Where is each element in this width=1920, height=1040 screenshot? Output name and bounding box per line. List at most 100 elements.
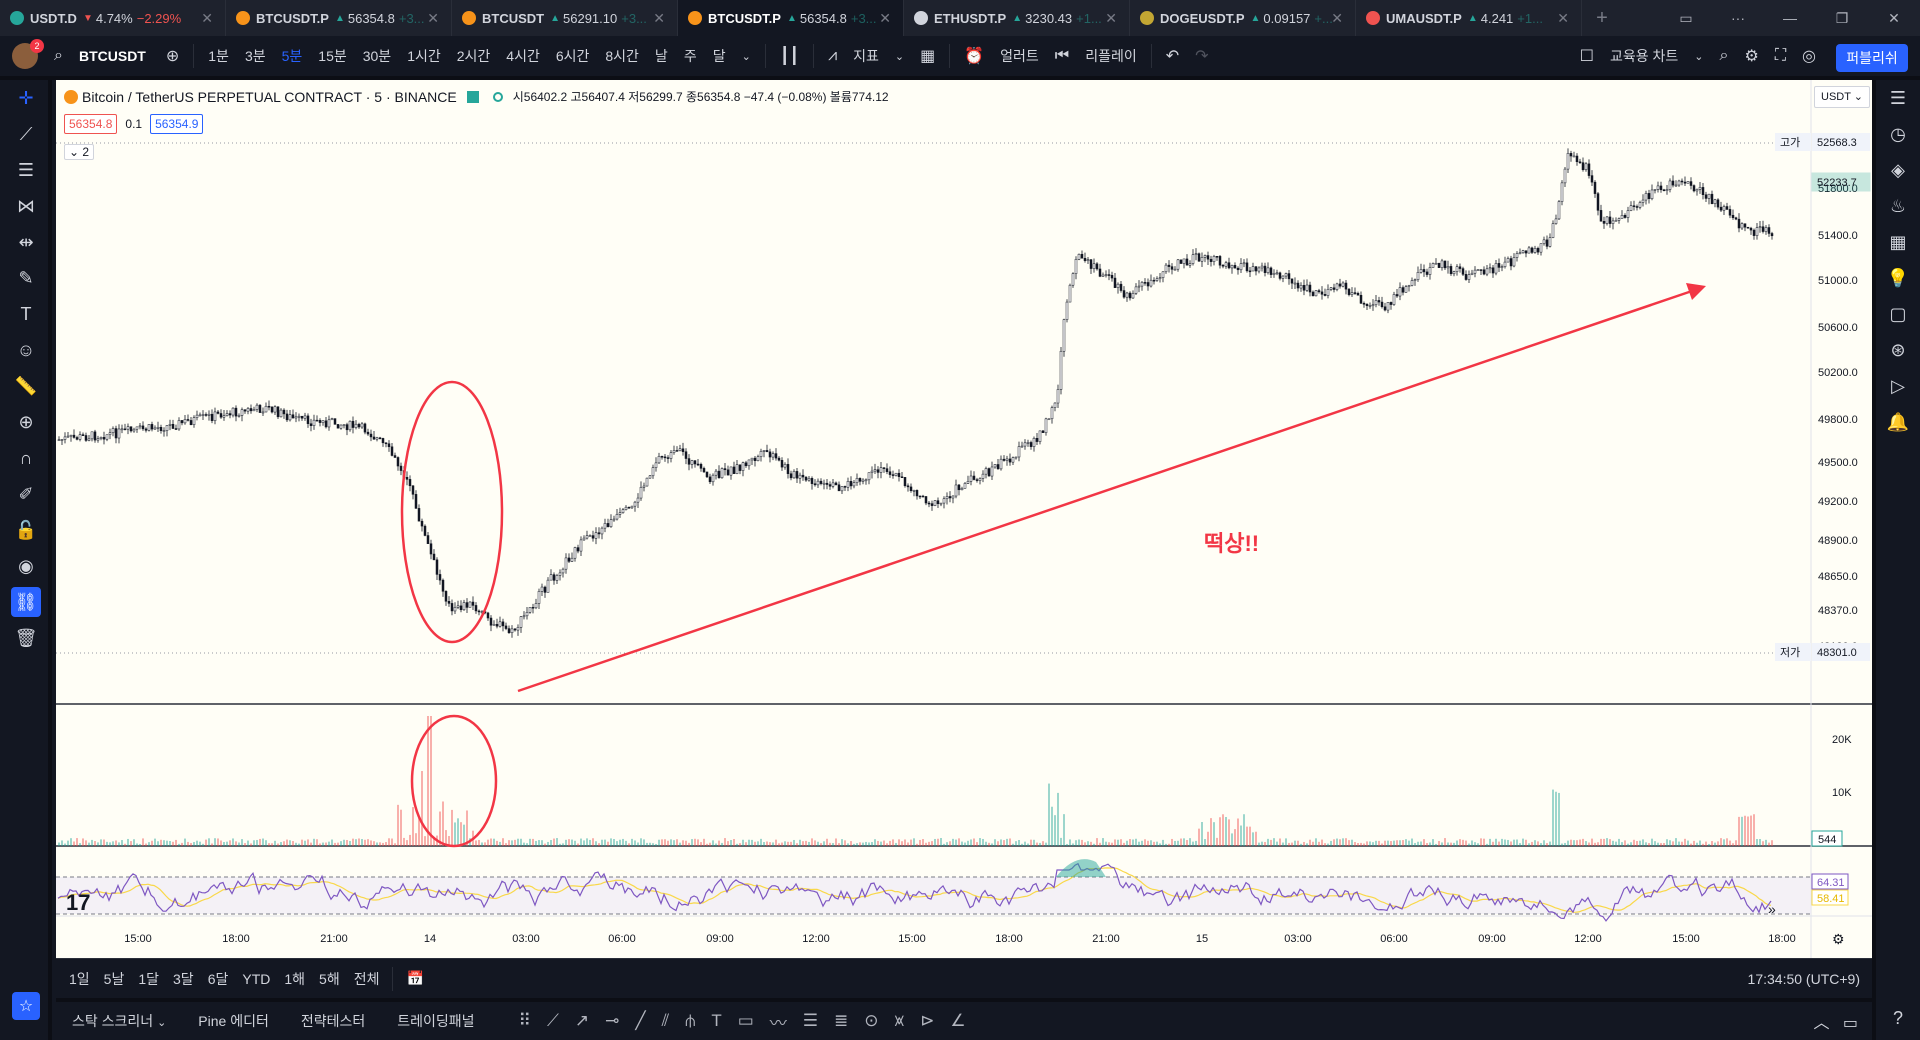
publish-button[interactable]: 퍼블리쉬 <box>1836 44 1908 72</box>
tab-dogeusdt-p[interactable]: DOGEUSDT.P ▲ 0.09157 +... ✕ <box>1130 0 1356 36</box>
range-6m[interactable]: 6달 <box>207 970 229 987</box>
compare-add-icon[interactable]: ⊕ <box>165 48 180 65</box>
alerts-clock-icon[interactable]: ◷ <box>1890 123 1906 144</box>
interval-month[interactable]: 달 <box>712 48 726 64</box>
settings-icon[interactable]: ⚙ <box>1744 48 1759 65</box>
favorites-star-icon[interactable]: ☆ <box>12 992 40 1020</box>
range-3m[interactable]: 3달 <box>173 970 194 987</box>
tab-btcusdt[interactable]: BTCUSDT ▲ 56291.10 +3... ✕ <box>452 0 678 36</box>
emoji-tool[interactable]: ☺ <box>0 332 52 368</box>
calendar-goto-icon[interactable]: 📅 <box>406 970 424 986</box>
replay-button[interactable]: 리플레이 <box>1085 48 1137 64</box>
close-icon[interactable]: ✕ <box>1557 9 1569 26</box>
interval-30m[interactable]: 30분 <box>362 48 392 64</box>
calendar-icon[interactable]: ▦ <box>1889 231 1907 252</box>
annotation-ellipse-volume[interactable] <box>410 714 498 848</box>
annotation-arrow[interactable] <box>517 289 1693 693</box>
undo-icon[interactable]: ↶ <box>1165 48 1180 65</box>
layout-name[interactable]: 교육용 차트 <box>1610 48 1679 64</box>
alert-icon[interactable]: ⏰ <box>964 48 985 65</box>
screen-icon[interactable]: ▭ <box>1679 9 1693 26</box>
fib-extension-fav-icon[interactable]: ≣ <box>834 1011 849 1030</box>
zoom-tool[interactable]: ⊕ <box>0 404 52 440</box>
tab-btcusdt-p-active[interactable]: BTCUSDT.P ▲ 56354.8 +3... ✕ <box>678 0 904 36</box>
chevron-down-icon[interactable]: ⌄ <box>1694 50 1704 63</box>
more-icon[interactable]: ··· <box>1731 10 1745 26</box>
hotlist-icon[interactable]: ♨ <box>1889 195 1907 216</box>
interval-1h[interactable]: 1시간 <box>407 48 441 64</box>
minimize-icon[interactable]: — <box>1783 10 1797 26</box>
range-5y[interactable]: 5해 <box>319 970 340 987</box>
maximize-panel-icon[interactable]: ▭ <box>1842 1015 1858 1032</box>
templates-icon[interactable]: ▦ <box>920 48 936 65</box>
time-axis[interactable]: 15:00 18:00 21:00 14 03:00 06:00 09:00 12:00 15:… <box>124 933 1796 945</box>
close-icon[interactable]: ✕ <box>1331 9 1343 26</box>
annotation-text[interactable]: 떡상!! <box>1204 531 1260 556</box>
clock[interactable]: 17:34:50 (UTC+9) <box>1747 970 1860 987</box>
close-icon[interactable]: ✕ <box>1105 9 1117 26</box>
text-tool[interactable]: T <box>0 296 52 332</box>
camera-icon[interactable]: ◎ <box>1802 48 1816 65</box>
candle-type-icon[interactable]: ┃┃ <box>779 48 800 65</box>
price-axis[interactable]: 52800.052200.051800.051400.051000.050600… <box>1818 91 1858 653</box>
playback-icon[interactable]: ▷ <box>1891 375 1905 396</box>
interval-5m[interactable]: 5분 <box>281 48 303 64</box>
interval-2h[interactable]: 2시간 <box>456 48 491 64</box>
interval-15m[interactable]: 15분 <box>318 48 347 64</box>
close-icon[interactable]: ✕ <box>653 9 665 26</box>
close-window-icon[interactable]: ✕ <box>1888 9 1900 26</box>
range-1y[interactable]: 1해 <box>284 970 306 987</box>
fib-retracement-fav-icon[interactable]: ☰ <box>802 1011 819 1030</box>
help-icon[interactable]: ? <box>1892 1007 1903 1028</box>
chevron-down-icon[interactable]: ⌄ <box>741 50 751 63</box>
interval-8h[interactable]: 8시간 <box>605 48 639 64</box>
indicator-collapse-button[interactable]: ⌄ 2 <box>64 144 95 160</box>
redo-icon[interactable]: ↷ <box>1195 48 1209 65</box>
interval-6h[interactable]: 6시간 <box>555 48 590 64</box>
measure-tool[interactable]: 📏 <box>0 368 52 404</box>
indicators-icon[interactable]: ⩘ <box>828 47 838 64</box>
interval-1m[interactable]: 1분 <box>208 48 229 64</box>
parallel-channel-fav-icon[interactable]: ⫽ <box>661 1011 670 1030</box>
pitchfork-fav-icon[interactable]: ⫛ <box>685 1011 696 1030</box>
streams-icon[interactable]: ⊛ <box>1890 339 1906 360</box>
brush-tool[interactable]: ✎ <box>0 260 52 296</box>
axis-settings-icon[interactable]: ⚙ <box>1832 931 1845 947</box>
trendline-tool[interactable]: ⟋ <box>0 116 52 152</box>
close-icon[interactable]: ✕ <box>201 9 213 26</box>
path-fav-icon[interactable]: 〰 <box>769 1013 787 1033</box>
fib-tool[interactable]: ☰ <box>0 152 52 188</box>
avatar[interactable]: 2 <box>12 39 44 69</box>
fullscreen-icon[interactable]: ⛶ <box>1774 47 1787 64</box>
projection-fav-icon[interactable]: ⊳ <box>920 1011 935 1030</box>
tab-usdt-d[interactable]: USDT.D ▼ 4.74% −2.29% ✕ <box>0 0 226 36</box>
maximize-icon[interactable]: ❐ <box>1835 9 1849 26</box>
layers-icon[interactable]: ◈ <box>1891 159 1905 180</box>
drag-handle-icon[interactable]: ⠿ <box>518 1011 531 1030</box>
hide-tool[interactable]: ◉ <box>0 548 52 584</box>
chart-pane[interactable]: 52800.052200.051800.051400.051000.050600… <box>56 80 1872 958</box>
range-5d[interactable]: 5날 <box>103 970 125 987</box>
extended-line-fav-icon[interactable]: ╱ <box>635 1011 646 1030</box>
alert-button[interactable]: 얼러트 <box>1000 48 1039 64</box>
sell-button[interactable]: 56354.8 <box>64 114 118 134</box>
chart-canvas[interactable]: 52800.052200.051800.051400.051000.050600… <box>56 80 1872 958</box>
scroll-right-icon[interactable]: » <box>1768 901 1776 917</box>
layout-checkbox-icon[interactable]: ☐ <box>1579 48 1594 65</box>
horizontal-ray-fav-icon[interactable]: ⊸ <box>605 1011 620 1030</box>
annotation-ellipse-price[interactable] <box>400 380 504 644</box>
notifications-bell-icon[interactable]: 🔔 <box>1886 411 1910 432</box>
chevron-up-icon[interactable]: ︿ <box>1813 1015 1830 1032</box>
ideas-icon[interactable]: 💡 <box>1886 267 1910 288</box>
tab-umausdt-p[interactable]: UMAUSDT.P ▲ 4.241 +1... ✕ <box>1356 0 1582 36</box>
interval-week[interactable]: 주 <box>683 48 697 64</box>
ray-fav-icon[interactable]: ↗ <box>574 1011 590 1030</box>
range-ytd[interactable]: YTD <box>242 970 271 987</box>
buy-button[interactable]: 56354.9 <box>150 114 204 134</box>
lock-tool[interactable]: 🔓 <box>0 512 52 548</box>
interval-3m[interactable]: 3분 <box>244 48 266 64</box>
range-1m[interactable]: 1달 <box>138 970 160 987</box>
elliott-wave-fav-icon[interactable]: ⩙ <box>894 1011 905 1030</box>
watchlist-icon[interactable]: ☰ <box>1889 87 1907 108</box>
replay-icon[interactable]: ⏮ <box>1054 47 1070 64</box>
